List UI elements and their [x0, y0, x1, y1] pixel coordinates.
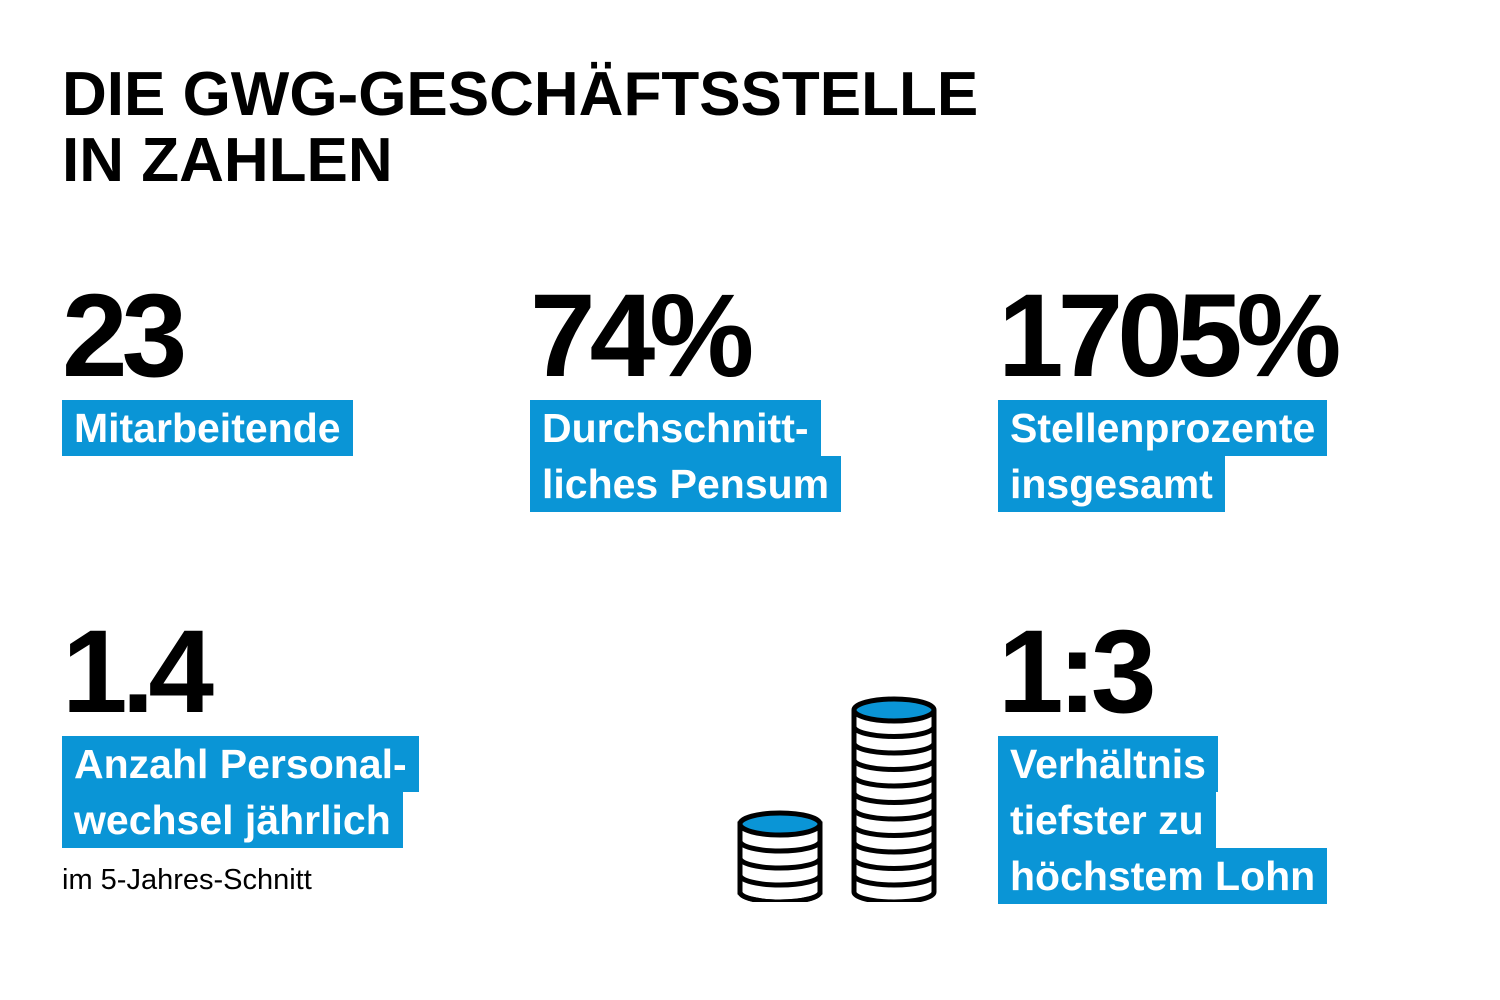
title-line-1: DIE GWG-GESCHÄFTSSTELLE — [62, 60, 979, 129]
stat-label: tiefster zu — [998, 792, 1216, 848]
stat-label: höchstem Lohn — [998, 848, 1328, 904]
stat-label: Stellenprozente — [998, 400, 1328, 456]
stat-label-group: Verhältnis tiefster zu höchstem Lohn — [998, 736, 1328, 904]
stat-value: 1705% — [998, 270, 1341, 402]
stat-label: liches Pensum — [530, 456, 842, 512]
stat-value: 1.4 — [62, 606, 214, 738]
page-title: DIE GWG-GESCHÄFTSSTELLE IN ZAHLEN — [62, 62, 978, 194]
stat-staff-turnover: 1.4 Anzahl Personal- wechsel jährlich im… — [62, 606, 419, 898]
stat-salary-ratio: 1:3 Verhältnis tiefster zu höchstem Lohn — [998, 606, 1328, 904]
stat-label: wechsel jährlich — [62, 792, 403, 848]
stat-label: Verhältnis — [998, 736, 1218, 792]
stat-label-group: Mitarbeitende — [62, 400, 353, 456]
stat-label: Mitarbeitende — [62, 400, 353, 456]
stat-label: insgesamt — [998, 456, 1225, 512]
stat-label-group: Anzahl Personal- wechsel jährlich — [62, 736, 419, 848]
stat-note: im 5-Jahres-Schnitt — [62, 864, 312, 896]
stat-value: 74% — [530, 270, 754, 402]
stat-value: 23 — [62, 270, 187, 402]
title-line-2: IN ZAHLEN — [62, 126, 393, 195]
stat-value: 1:3 — [998, 606, 1157, 738]
stat-label: Anzahl Personal- — [62, 736, 419, 792]
stat-label-group: Stellenprozente insgesamt — [998, 400, 1335, 512]
coin-stacks-icon — [732, 686, 942, 905]
stat-label: Durchschnitt- — [530, 400, 821, 456]
stat-employees: 23 Mitarbeitende — [62, 270, 353, 456]
stat-average-workload: 74% Durchschnitt- liches Pensum — [530, 270, 842, 512]
stat-label-group: Durchschnitt- liches Pensum — [530, 400, 842, 512]
stat-total-job-percentages: 1705% Stellenprozente insgesamt — [998, 270, 1341, 512]
